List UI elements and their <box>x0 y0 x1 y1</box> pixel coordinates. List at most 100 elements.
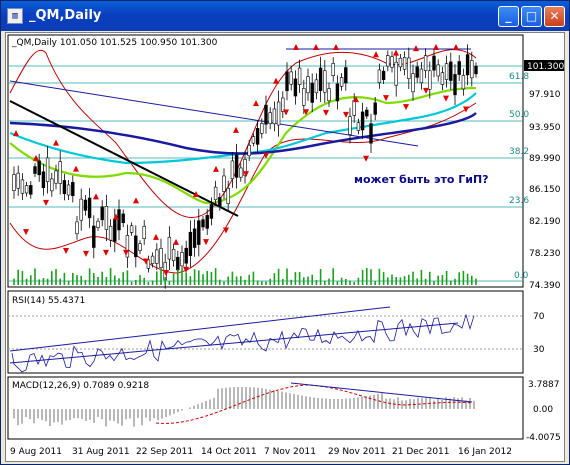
macd-bar <box>89 409 91 420</box>
time-tick: 29 Nov 2011 <box>328 447 386 457</box>
ma-slow <box>9 112 477 155</box>
volume-bar <box>147 281 150 285</box>
macd-bar <box>209 399 211 409</box>
candle-body <box>436 64 440 77</box>
fractal-marker <box>153 233 159 240</box>
macd-bar <box>117 409 119 424</box>
fractal-marker <box>23 229 29 236</box>
ma-mid <box>9 92 477 165</box>
macd-bar <box>297 394 299 409</box>
macd-bar <box>13 409 15 419</box>
candle-body <box>45 157 50 182</box>
volume-bar <box>244 279 246 285</box>
macd-bar <box>457 398 459 409</box>
maximize-button[interactable]: □ <box>521 6 542 27</box>
macd-bar <box>129 409 131 419</box>
volume-bar <box>156 271 158 285</box>
macd-bar <box>397 397 399 409</box>
macd-bar <box>181 409 183 411</box>
macd-bar <box>161 409 163 419</box>
macd-bar <box>101 409 103 420</box>
macd-bar <box>213 397 215 409</box>
candle-body <box>465 54 470 76</box>
volume-bar <box>332 268 334 285</box>
fractal-marker <box>193 190 199 197</box>
volume-bar <box>93 273 95 285</box>
fractal-marker <box>263 152 269 159</box>
volume-bar <box>55 269 57 285</box>
chart-area[interactable]: 101.300 97.910 93.950 89.990 86.150 82.1… <box>5 32 565 462</box>
candle-body <box>306 76 310 94</box>
volume-bar <box>25 278 28 285</box>
candle-body <box>159 248 163 269</box>
macd-bar <box>317 397 319 409</box>
candle-body <box>104 206 109 230</box>
macd-bar <box>373 394 375 409</box>
minimize-button[interactable]: _ <box>498 6 519 27</box>
chart-canvas[interactable]: 101.300 97.910 93.950 89.990 86.150 82.1… <box>6 33 566 463</box>
candle-body <box>20 179 25 194</box>
candle-body <box>192 228 197 248</box>
macd-signal-line <box>155 384 473 424</box>
volume-bar <box>21 271 24 285</box>
fractal-marker <box>103 249 109 256</box>
rsi-panel-frame <box>7 290 524 374</box>
rsi-tick: 70 <box>533 312 545 322</box>
fractal-marker <box>313 44 319 50</box>
time-tick: 16 Jan 2012 <box>458 447 512 457</box>
volume-bar <box>114 275 116 285</box>
macd-bar <box>149 409 151 422</box>
macd-bar <box>421 397 423 409</box>
fractal-marker <box>413 45 419 52</box>
macd-bar <box>301 395 303 409</box>
macd-bar <box>265 388 267 409</box>
fractal-marker <box>53 139 59 146</box>
fractal-marker <box>373 51 379 58</box>
candle-body <box>331 63 335 76</box>
fractal-marker <box>63 247 69 254</box>
macd-bar <box>81 409 83 419</box>
macd-bar <box>189 407 191 409</box>
main-chart-header: _QM,Daily 101.050 101.525 100.950 101.30… <box>11 38 218 48</box>
volume-bar <box>256 280 259 285</box>
volume-bar <box>17 269 19 285</box>
title-bar[interactable]: ▥ _QM,Daily _ □ ✕ <box>1 1 569 31</box>
candle-body <box>419 68 424 84</box>
volume-bar <box>429 271 431 285</box>
candle-body <box>29 185 33 195</box>
candle-body <box>197 220 201 245</box>
macd-bar <box>441 399 443 409</box>
volume-bar <box>294 272 297 285</box>
volume-bar <box>462 270 465 285</box>
volume-bar <box>235 276 238 285</box>
macd-bar <box>37 409 39 419</box>
volume-bar <box>72 272 74 285</box>
fractal-marker <box>463 106 469 113</box>
fractal-marker <box>293 44 299 50</box>
candle-body <box>423 55 428 71</box>
macd-bar <box>65 409 67 421</box>
macd-bar <box>385 398 387 409</box>
volume-bar <box>46 278 49 285</box>
candle-body <box>176 256 180 271</box>
chart-window-icon: ▥ <box>7 8 23 24</box>
macd-bar <box>417 397 419 409</box>
candle-body <box>394 61 398 86</box>
fractal-marker <box>43 199 49 206</box>
macd-bar <box>125 409 127 420</box>
volume-bar <box>378 268 381 285</box>
volume-bar <box>101 271 103 285</box>
volume-bars <box>13 268 477 285</box>
candle-body <box>365 109 369 117</box>
volume-bar <box>433 281 435 285</box>
volume-bar <box>172 273 175 285</box>
candle-body <box>272 108 277 125</box>
candle-body <box>255 128 260 145</box>
candle-body <box>310 82 314 103</box>
volume-bar <box>63 272 66 285</box>
macd-bar <box>113 409 115 422</box>
close-button[interactable]: ✕ <box>544 6 565 27</box>
volume-bar <box>307 276 309 285</box>
volume-bar <box>471 275 473 285</box>
candle-body <box>234 154 239 178</box>
